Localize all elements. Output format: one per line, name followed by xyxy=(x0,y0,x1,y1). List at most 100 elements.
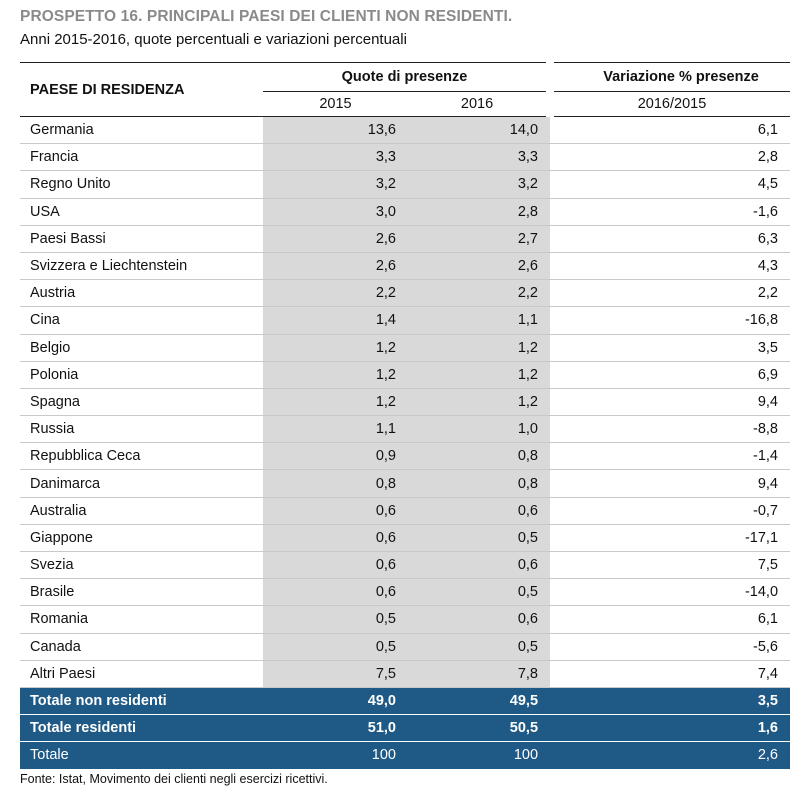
country-cell: Belgio xyxy=(20,334,263,362)
value-2016-cell: 1,2 xyxy=(408,361,551,389)
variation-cell: -16,8 xyxy=(550,306,791,335)
value-2015-cell: 0,6 xyxy=(263,497,408,525)
value-2015-cell: 0,5 xyxy=(263,633,408,661)
countries-table: PAESE DI RESIDENZA Quote di presenze Var… xyxy=(20,62,791,770)
value-2016-cell: 1,2 xyxy=(408,388,551,417)
value-2015-cell: 3,0 xyxy=(263,198,408,226)
value-2016-cell: 0,8 xyxy=(408,469,551,498)
header-paese: PAESE DI RESIDENZA xyxy=(20,62,263,117)
variation-cell: -0,7 xyxy=(550,497,791,525)
value-2016-cell: 1,1 xyxy=(408,306,551,335)
country-cell: Brasile xyxy=(20,578,263,607)
value-2016-cell: 7,8 xyxy=(408,660,551,688)
value-2016-cell: 0,6 xyxy=(408,497,551,525)
value-2016-cell: 2,2 xyxy=(408,279,551,308)
variation-cell: 7,5 xyxy=(550,551,791,580)
value-2015-cell: 1,2 xyxy=(263,361,408,389)
table-row: Romania 0,5 0,6 6,1 xyxy=(20,605,791,634)
table-row: Australia 0,6 0,6 -0,7 xyxy=(20,497,791,525)
header-2015: 2015 xyxy=(263,91,408,117)
table-row: Regno Unito 3,2 3,2 4,5 xyxy=(20,170,791,199)
variation-cell: 2,6 xyxy=(550,741,791,770)
value-2015-cell: 2,6 xyxy=(263,252,408,281)
country-cell: Paesi Bassi xyxy=(20,225,263,253)
header-2016-2015: 2016/2015 xyxy=(546,91,791,117)
table-row: Russia 1,1 1,0 -8,8 xyxy=(20,415,791,444)
variation-cell: 9,4 xyxy=(550,388,791,417)
variation-cell: 1,6 xyxy=(550,714,791,743)
table-row: Repubblica Ceca 0,9 0,8 -1,4 xyxy=(20,442,791,471)
country-cell: Altri Paesi xyxy=(20,660,263,688)
country-cell: Russia xyxy=(20,415,263,444)
total-row: Totale non residenti 49,0 49,5 3,5 xyxy=(20,687,791,716)
variation-cell: 3,5 xyxy=(550,687,791,716)
country-cell: USA xyxy=(20,198,263,226)
table-subtitle: Anni 2015-2016, quote percentuali e vari… xyxy=(20,31,407,48)
value-2015-cell: 13,6 xyxy=(263,116,408,145)
value-2015-cell: 0,9 xyxy=(263,442,408,471)
value-2015-cell: 3,2 xyxy=(263,170,408,199)
country-cell: Totale xyxy=(20,741,263,770)
value-2016-cell: 2,6 xyxy=(408,252,551,281)
table-row: Giappone 0,6 0,5 -17,1 xyxy=(20,524,791,553)
value-2016-cell: 0,5 xyxy=(408,633,551,661)
variation-cell: 4,5 xyxy=(550,170,791,199)
value-2016-cell: 0,8 xyxy=(408,442,551,471)
value-2015-cell: 0,8 xyxy=(263,469,408,498)
value-2015-cell: 0,6 xyxy=(263,578,408,607)
value-2016-cell: 14,0 xyxy=(408,116,551,145)
country-cell: Danimarca xyxy=(20,469,263,498)
value-2016-cell: 50,5 xyxy=(408,714,551,743)
table-row: Spagna 1,2 1,2 9,4 xyxy=(20,388,791,417)
value-2015-cell: 1,2 xyxy=(263,388,408,417)
value-2016-cell: 2,8 xyxy=(408,198,551,226)
country-cell: Svizzera e Liechtenstein xyxy=(20,252,263,281)
variation-cell: 6,9 xyxy=(550,361,791,389)
value-2016-cell: 100 xyxy=(408,741,551,770)
value-2015-cell: 2,6 xyxy=(263,225,408,253)
table-row: Cina 1,4 1,1 -16,8 xyxy=(20,306,791,335)
country-cell: Spagna xyxy=(20,388,263,417)
value-2016-cell: 0,6 xyxy=(408,605,551,634)
table-row: Danimarca 0,8 0,8 9,4 xyxy=(20,469,791,498)
value-2015-cell: 2,2 xyxy=(263,279,408,308)
value-2016-cell: 3,3 xyxy=(408,143,551,172)
country-cell: Regno Unito xyxy=(20,170,263,199)
country-cell: Francia xyxy=(20,143,263,172)
table-row: Svizzera e Liechtenstein 2,6 2,6 4,3 xyxy=(20,252,791,281)
value-2015-cell: 3,3 xyxy=(263,143,408,172)
variation-cell: 2,2 xyxy=(550,279,791,308)
value-2016-cell: 1,2 xyxy=(408,334,551,362)
value-2016-cell: 0,5 xyxy=(408,524,551,553)
table-title: PROSPETTO 16. PRINCIPALI PAESI DEI CLIEN… xyxy=(20,8,513,25)
value-2015-cell: 7,5 xyxy=(263,660,408,688)
variation-cell: 6,1 xyxy=(550,116,791,145)
value-2015-cell: 1,2 xyxy=(263,334,408,362)
table-row: Canada 0,5 0,5 -5,6 xyxy=(20,633,791,661)
value-2015-cell: 1,4 xyxy=(263,306,408,335)
value-2015-cell: 100 xyxy=(263,741,408,770)
value-2015-cell: 1,1 xyxy=(263,415,408,444)
header-2016: 2016 xyxy=(408,91,551,117)
header-variazione: Variazione % presenze xyxy=(546,62,791,92)
variation-cell: -14,0 xyxy=(550,578,791,607)
value-2015-cell: 49,0 xyxy=(263,687,408,716)
value-2015-cell: 0,6 xyxy=(263,524,408,553)
country-cell: Giappone xyxy=(20,524,263,553)
variation-cell: 6,3 xyxy=(550,225,791,253)
table-row: Belgio 1,2 1,2 3,5 xyxy=(20,334,791,362)
country-cell: Cina xyxy=(20,306,263,335)
country-cell: Totale residenti xyxy=(20,714,263,743)
variation-cell: 6,1 xyxy=(550,605,791,634)
value-2016-cell: 2,7 xyxy=(408,225,551,253)
source-note: Fonte: Istat, Movimento dei clienti negl… xyxy=(20,772,328,786)
table-row: Altri Paesi 7,5 7,8 7,4 xyxy=(20,660,791,688)
variation-cell: 3,5 xyxy=(550,334,791,362)
country-cell: Svezia xyxy=(20,551,263,580)
value-2015-cell: 51,0 xyxy=(263,714,408,743)
variation-cell: 9,4 xyxy=(550,469,791,498)
table-row: Germania 13,6 14,0 6,1 xyxy=(20,116,791,145)
country-cell: Australia xyxy=(20,497,263,525)
table-row: USA 3,0 2,8 -1,6 xyxy=(20,198,791,226)
